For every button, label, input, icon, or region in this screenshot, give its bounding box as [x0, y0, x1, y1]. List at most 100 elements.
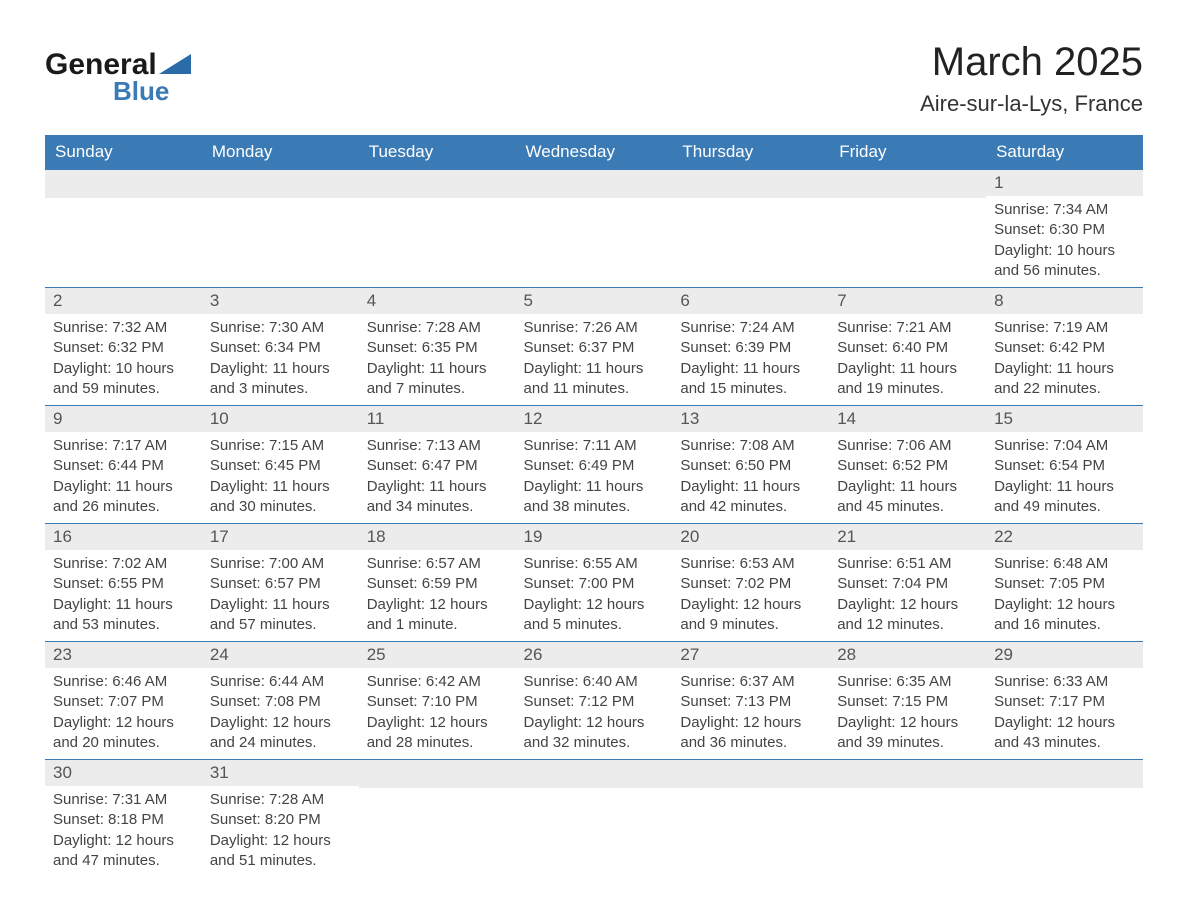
calendar-day-cell: 5Sunrise: 7:26 AMSunset: 6:37 PMDaylight…: [516, 288, 673, 406]
day-details: Sunrise: 6:48 AMSunset: 7:05 PMDaylight:…: [986, 550, 1143, 641]
day-number: 31: [202, 760, 359, 786]
day-details: Sunrise: 6:57 AMSunset: 6:59 PMDaylight:…: [359, 550, 516, 641]
calendar-day-cell: 1Sunrise: 7:34 AMSunset: 6:30 PMDaylight…: [986, 170, 1143, 288]
location-label: Aire-sur-la-Lys, France: [920, 91, 1143, 117]
calendar-day-cell: 24Sunrise: 6:44 AMSunset: 7:08 PMDayligh…: [202, 642, 359, 760]
calendar-day-cell: 10Sunrise: 7:15 AMSunset: 6:45 PMDayligh…: [202, 406, 359, 524]
sunset-text: Sunset: 7:12 PM: [524, 692, 665, 712]
day-number: 25: [359, 642, 516, 668]
day-number: [672, 170, 829, 198]
daylight-text: Daylight: 11 hours and 3 minutes.: [210, 359, 351, 400]
calendar-week-row: 16Sunrise: 7:02 AMSunset: 6:55 PMDayligh…: [45, 524, 1143, 642]
daylight-text: Daylight: 12 hours and 20 minutes.: [53, 713, 194, 754]
calendar-day-cell: 7Sunrise: 7:21 AMSunset: 6:40 PMDaylight…: [829, 288, 986, 406]
calendar-day-cell: 4Sunrise: 7:28 AMSunset: 6:35 PMDaylight…: [359, 288, 516, 406]
day-number: 9: [45, 406, 202, 432]
day-number: 12: [516, 406, 673, 432]
day-details: Sunrise: 7:08 AMSunset: 6:50 PMDaylight:…: [672, 432, 829, 523]
weekday-header: Wednesday: [516, 135, 673, 170]
calendar-day-cell: [359, 760, 516, 878]
day-details: Sunrise: 7:02 AMSunset: 6:55 PMDaylight:…: [45, 550, 202, 641]
sunset-text: Sunset: 6:44 PM: [53, 456, 194, 476]
sunrise-text: Sunrise: 6:40 AM: [524, 672, 665, 692]
sunrise-text: Sunrise: 7:32 AM: [53, 318, 194, 338]
sunrise-text: Sunrise: 7:28 AM: [367, 318, 508, 338]
sunrise-text: Sunrise: 7:19 AM: [994, 318, 1135, 338]
calendar-day-cell: [516, 170, 673, 288]
day-number: [359, 170, 516, 198]
day-number: [359, 760, 516, 788]
day-number: 7: [829, 288, 986, 314]
daylight-text: Daylight: 10 hours and 56 minutes.: [994, 241, 1135, 282]
day-number: 18: [359, 524, 516, 550]
sunrise-text: Sunrise: 6:37 AM: [680, 672, 821, 692]
day-number: [672, 760, 829, 788]
day-number: 26: [516, 642, 673, 668]
sunrise-text: Sunrise: 7:31 AM: [53, 790, 194, 810]
daylight-text: Daylight: 12 hours and 28 minutes.: [367, 713, 508, 754]
daylight-text: Daylight: 12 hours and 32 minutes.: [524, 713, 665, 754]
daylight-text: Daylight: 11 hours and 26 minutes.: [53, 477, 194, 518]
sunset-text: Sunset: 6:59 PM: [367, 574, 508, 594]
day-number: 19: [516, 524, 673, 550]
sunrise-text: Sunrise: 7:26 AM: [524, 318, 665, 338]
day-number: 2: [45, 288, 202, 314]
day-number: [829, 760, 986, 788]
day-number: 29: [986, 642, 1143, 668]
day-number: 5: [516, 288, 673, 314]
weekday-header: Sunday: [45, 135, 202, 170]
daylight-text: Daylight: 11 hours and 30 minutes.: [210, 477, 351, 518]
weekday-header: Monday: [202, 135, 359, 170]
sunrise-text: Sunrise: 7:28 AM: [210, 790, 351, 810]
sunrise-text: Sunrise: 6:51 AM: [837, 554, 978, 574]
daylight-text: Daylight: 12 hours and 47 minutes.: [53, 831, 194, 872]
daylight-text: Daylight: 12 hours and 5 minutes.: [524, 595, 665, 636]
day-details: Sunrise: 7:11 AMSunset: 6:49 PMDaylight:…: [516, 432, 673, 523]
calendar-day-cell: 19Sunrise: 6:55 AMSunset: 7:00 PMDayligh…: [516, 524, 673, 642]
calendar-day-cell: 30Sunrise: 7:31 AMSunset: 8:18 PMDayligh…: [45, 760, 202, 878]
calendar-day-cell: [829, 170, 986, 288]
sunrise-text: Sunrise: 7:21 AM: [837, 318, 978, 338]
daylight-text: Daylight: 11 hours and 45 minutes.: [837, 477, 978, 518]
sunset-text: Sunset: 7:17 PM: [994, 692, 1135, 712]
calendar-day-cell: 17Sunrise: 7:00 AMSunset: 6:57 PMDayligh…: [202, 524, 359, 642]
sunset-text: Sunset: 8:20 PM: [210, 810, 351, 830]
calendar-day-cell: 2Sunrise: 7:32 AMSunset: 6:32 PMDaylight…: [45, 288, 202, 406]
calendar-day-cell: 27Sunrise: 6:37 AMSunset: 7:13 PMDayligh…: [672, 642, 829, 760]
sunset-text: Sunset: 7:00 PM: [524, 574, 665, 594]
sunset-text: Sunset: 6:35 PM: [367, 338, 508, 358]
calendar-day-cell: 23Sunrise: 6:46 AMSunset: 7:07 PMDayligh…: [45, 642, 202, 760]
day-number: 14: [829, 406, 986, 432]
sunrise-text: Sunrise: 6:35 AM: [837, 672, 978, 692]
weekday-header-row: Sunday Monday Tuesday Wednesday Thursday…: [45, 135, 1143, 170]
calendar-day-cell: [672, 170, 829, 288]
day-details: Sunrise: 6:44 AMSunset: 7:08 PMDaylight:…: [202, 668, 359, 759]
day-number: 13: [672, 406, 829, 432]
day-number: 6: [672, 288, 829, 314]
sunset-text: Sunset: 7:13 PM: [680, 692, 821, 712]
calendar-day-cell: 21Sunrise: 6:51 AMSunset: 7:04 PMDayligh…: [829, 524, 986, 642]
daylight-text: Daylight: 10 hours and 59 minutes.: [53, 359, 194, 400]
day-number: 16: [45, 524, 202, 550]
day-details: Sunrise: 7:19 AMSunset: 6:42 PMDaylight:…: [986, 314, 1143, 405]
day-details: Sunrise: 7:17 AMSunset: 6:44 PMDaylight:…: [45, 432, 202, 523]
brand-triangle-icon: [159, 54, 191, 74]
calendar-day-cell: [672, 760, 829, 878]
calendar-day-cell: [359, 170, 516, 288]
brand-name-2: Blue: [113, 76, 169, 107]
sunset-text: Sunset: 8:18 PM: [53, 810, 194, 830]
sunrise-text: Sunrise: 6:48 AM: [994, 554, 1135, 574]
day-details: Sunrise: 7:32 AMSunset: 6:32 PMDaylight:…: [45, 314, 202, 405]
daylight-text: Daylight: 12 hours and 36 minutes.: [680, 713, 821, 754]
sunset-text: Sunset: 6:40 PM: [837, 338, 978, 358]
daylight-text: Daylight: 12 hours and 16 minutes.: [994, 595, 1135, 636]
day-number: [45, 170, 202, 198]
sunset-text: Sunset: 6:57 PM: [210, 574, 351, 594]
sunset-text: Sunset: 7:15 PM: [837, 692, 978, 712]
calendar-day-cell: [45, 170, 202, 288]
sunset-text: Sunset: 7:05 PM: [994, 574, 1135, 594]
calendar-week-row: 9Sunrise: 7:17 AMSunset: 6:44 PMDaylight…: [45, 406, 1143, 524]
sunrise-text: Sunrise: 7:04 AM: [994, 436, 1135, 456]
sunrise-text: Sunrise: 7:11 AM: [524, 436, 665, 456]
day-number: 20: [672, 524, 829, 550]
